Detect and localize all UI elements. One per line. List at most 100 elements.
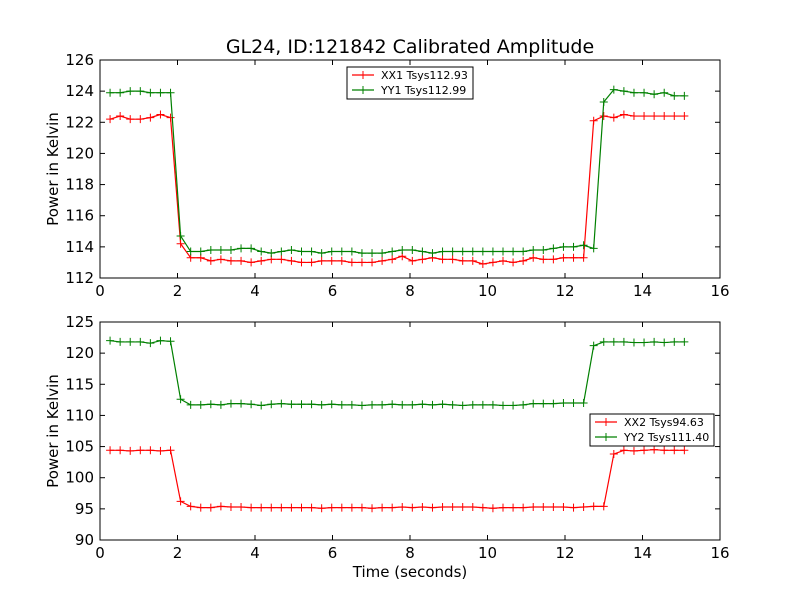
x-axis-label: Time (seconds) — [352, 563, 468, 581]
data-point — [499, 256, 507, 265]
y-tick-label: 126 — [65, 51, 94, 69]
data-point — [509, 258, 518, 267]
data-point — [216, 245, 225, 254]
data-point — [136, 115, 145, 124]
top-subplot: 0 2 4 6 8 10 12 14 16 112 114 116 118 120 122 124 126 Pow… — [44, 51, 730, 300]
data-point — [146, 339, 155, 348]
data-point — [619, 446, 628, 455]
data-point — [307, 247, 316, 256]
data-point — [247, 503, 256, 512]
y-tick-label: 122 — [65, 113, 94, 131]
data-point — [337, 247, 346, 256]
figure-title: GL24, ID:121842 Calibrated Amplitude — [226, 36, 594, 58]
data-point — [640, 112, 649, 121]
data-point — [448, 255, 457, 264]
data-point — [196, 503, 205, 512]
x-tick-label: 10 — [478, 544, 497, 562]
data-point — [488, 247, 497, 256]
data-point — [257, 401, 266, 410]
data-point — [388, 503, 397, 512]
series-line-1 — [109, 113, 685, 265]
data-point — [559, 398, 568, 407]
x-tick-label: 14 — [633, 282, 652, 300]
data-point — [619, 110, 628, 119]
data-point — [186, 247, 195, 256]
legend-label: XX2 Tsys94.63 — [624, 416, 704, 429]
data-point — [106, 336, 115, 345]
data-point — [579, 253, 588, 262]
data-point — [388, 255, 397, 264]
x-tick-label: 8 — [405, 282, 415, 300]
data-point — [539, 255, 548, 264]
data-point — [579, 398, 588, 407]
data-point — [287, 503, 296, 512]
data-point — [186, 400, 195, 409]
data-point — [368, 504, 377, 513]
data-point — [327, 503, 336, 512]
data-point — [549, 255, 558, 264]
x-tick-label: 6 — [328, 282, 338, 300]
series-line-2 — [110, 88, 685, 254]
data-point — [589, 244, 598, 253]
data-point — [549, 244, 558, 253]
data-point — [549, 399, 558, 408]
legend-label: YY1 Tsys112.99 — [380, 84, 466, 97]
data-point — [629, 338, 638, 347]
data-point — [287, 245, 296, 254]
data-point — [176, 497, 185, 506]
data-point — [519, 503, 528, 512]
data-point — [357, 258, 366, 267]
data-point — [599, 337, 608, 346]
data-point — [448, 247, 457, 256]
data-point — [478, 503, 487, 512]
data-point — [287, 400, 296, 409]
data-point — [438, 502, 447, 511]
y-tick-label: 105 — [65, 438, 94, 456]
data-point — [670, 446, 679, 455]
data-point — [539, 399, 548, 408]
data-point — [499, 401, 507, 410]
y-tick-label: 90 — [75, 531, 94, 549]
y-tick-label: 125 — [65, 313, 94, 331]
data-point — [257, 256, 266, 265]
data-point — [519, 256, 528, 265]
data-point — [650, 337, 659, 346]
data-point — [509, 401, 518, 410]
data-point — [629, 446, 638, 455]
data-point — [388, 400, 397, 409]
data-point — [478, 259, 487, 268]
series-line-1 — [110, 449, 685, 509]
data-point — [398, 245, 407, 254]
data-point — [357, 503, 366, 512]
data-point — [237, 256, 246, 265]
data-point — [609, 337, 618, 346]
data-point — [529, 502, 538, 511]
data-point — [307, 400, 316, 409]
data-point — [458, 401, 467, 410]
data-point — [176, 239, 185, 248]
data-point — [156, 336, 165, 345]
data-point — [458, 256, 467, 265]
data-point — [629, 88, 638, 97]
legend-marker — [359, 71, 367, 79]
data-point — [569, 253, 578, 262]
legend-label: YY2 Tsys111.40 — [623, 431, 709, 444]
x-tick-label: 4 — [250, 282, 260, 300]
y-tick-label: 116 — [65, 207, 94, 225]
data-point — [660, 88, 669, 97]
data-point — [378, 400, 387, 409]
data-point — [378, 503, 387, 512]
x-tick-label: 10 — [478, 282, 497, 300]
data-point — [156, 446, 165, 455]
data-point — [368, 249, 377, 258]
data-point — [559, 502, 568, 511]
data-point — [579, 241, 588, 250]
legend-marker — [602, 418, 610, 426]
data-point — [216, 255, 225, 264]
data-point — [418, 255, 427, 264]
data-point — [317, 249, 326, 258]
data-point — [166, 88, 175, 97]
data-point — [448, 400, 457, 409]
x-tick-label: 6 — [328, 544, 338, 562]
data-point — [559, 242, 568, 251]
